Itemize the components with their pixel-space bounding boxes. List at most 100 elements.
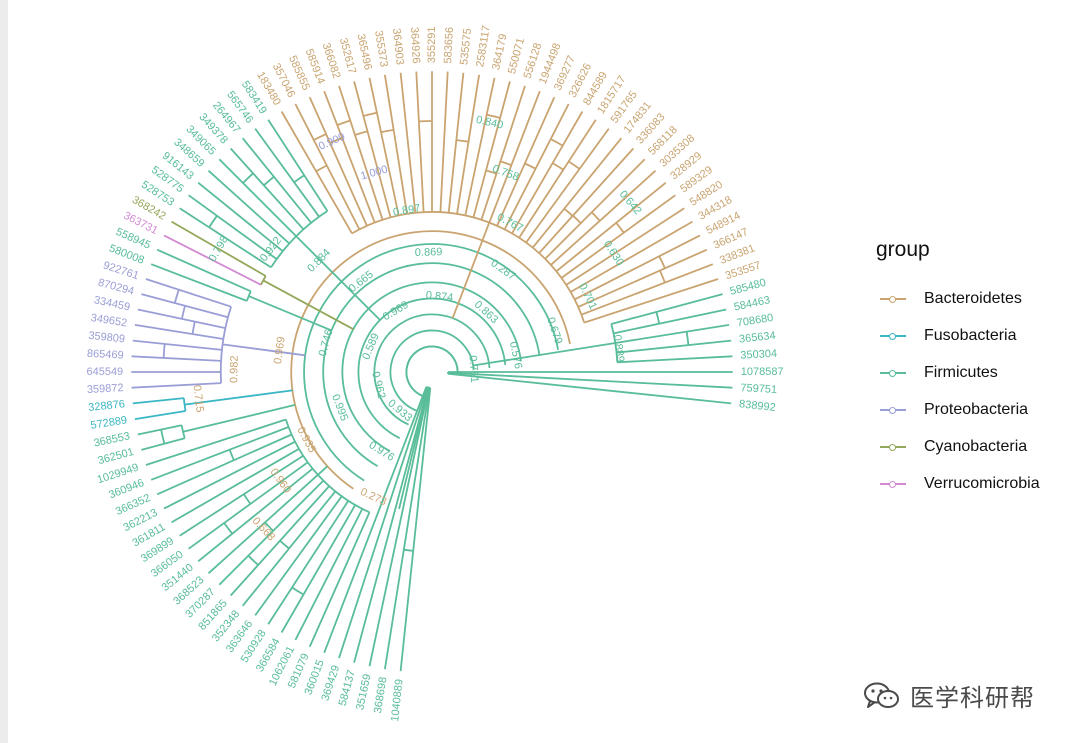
- clade-arc: [285, 419, 370, 514]
- sub-clade-arc: [456, 139, 469, 143]
- node-support-label: 1.000: [359, 163, 389, 182]
- tip-branch: [145, 418, 287, 466]
- tip-branch: [197, 182, 284, 252]
- clade-stem: [262, 279, 354, 330]
- tip-branch: [132, 339, 223, 351]
- tip-label: 1078587: [741, 366, 784, 378]
- sub-clade-arc: [685, 331, 690, 346]
- tip-branch: [171, 220, 267, 277]
- tip-branch: [171, 448, 300, 524]
- tip-branch: [267, 500, 350, 625]
- tip-branch: [480, 85, 526, 221]
- tip-label: 535575: [458, 28, 474, 66]
- tip-branch: [399, 72, 417, 213]
- legend-item: Proteobacteria: [876, 391, 1040, 428]
- sub-clade-arc: [524, 162, 537, 170]
- phylogenetic-tree: 838992 759751 1078587 350304 365634708680584…: [86, 25, 784, 723]
- tip-label: 365634: [738, 330, 776, 346]
- node-support-label: 0.751: [466, 355, 480, 383]
- tip-label: 368553: [93, 430, 131, 449]
- tip-branch: [353, 81, 392, 218]
- sub-clade-arc: [160, 429, 166, 444]
- tip-branch: [145, 278, 232, 308]
- tip-branch: [242, 137, 312, 224]
- sub-clade-arc: [279, 540, 290, 550]
- tip-branch: [207, 474, 319, 574]
- tip-branch: [617, 355, 733, 364]
- tip-branch: [447, 371, 733, 389]
- tip-branch: [616, 339, 732, 354]
- node-support-label: 0.679: [544, 316, 564, 346]
- legend-item: Verrucomicrobia: [876, 465, 1040, 502]
- sub-clade-arc: [263, 176, 275, 186]
- node-support-label: 0.576: [507, 341, 524, 370]
- sub-clade-arc: [363, 111, 378, 117]
- legend-label: Proteobacteria: [924, 400, 1029, 418]
- tip-branch: [399, 387, 432, 672]
- backbone-arc: [303, 243, 559, 482]
- backbone-arc: [405, 345, 459, 397]
- tip-label: 359872: [87, 382, 124, 396]
- clade-stem: [472, 342, 616, 367]
- tip-label: 865469: [87, 348, 124, 362]
- tip-branch: [368, 77, 400, 216]
- tip-branch: [384, 387, 431, 670]
- chart-legend: group Bacteroidetes Fusobacteria Firmicute…: [876, 238, 1040, 502]
- tip-label: 350304: [740, 348, 777, 362]
- legend-item: Bacteroidetes: [876, 280, 1040, 317]
- tip-branch: [570, 220, 693, 293]
- sub-clade-arc: [208, 215, 218, 228]
- tip-branch: [583, 278, 719, 324]
- node-support-label: 0.668: [250, 515, 278, 543]
- tip-branch: [472, 81, 511, 218]
- tip-label: 708680: [736, 312, 774, 330]
- clade-stem: [248, 295, 332, 332]
- backbone-arc: [389, 329, 475, 412]
- sub-clade-arc: [223, 522, 233, 535]
- sub-clade-arc: [162, 343, 166, 358]
- tip-branch: [280, 111, 353, 234]
- tip-label: 349652: [90, 312, 128, 330]
- tip-branch: [188, 461, 309, 550]
- tip-branch: [156, 433, 293, 496]
- tip-branch: [294, 103, 361, 230]
- tip-branch: [577, 248, 708, 308]
- tip-branch: [496, 96, 556, 227]
- tip-label: 368698: [372, 676, 390, 714]
- tip-branch: [518, 119, 597, 239]
- backbone-arc: [373, 313, 491, 426]
- backbone-arc: [357, 297, 507, 440]
- tip-branch: [538, 147, 634, 254]
- tip-branch: [179, 454, 304, 537]
- sub-clade-arc: [354, 130, 368, 136]
- tip-branch: [323, 90, 376, 223]
- tip-label: 334459: [93, 294, 131, 313]
- sub-clade-arc: [563, 208, 574, 217]
- sub-clade-arc: [315, 164, 328, 173]
- node-support-label: 0.746: [317, 328, 336, 358]
- node-support-label: 0.976: [367, 439, 397, 464]
- tip-branch: [230, 147, 305, 230]
- legend-item: Firmicutes: [876, 354, 1040, 391]
- tip-branch: [368, 387, 430, 667]
- legend-key: [876, 476, 910, 492]
- tip-branch: [141, 293, 229, 319]
- sub-clade-arc: [247, 555, 259, 566]
- tip-branch: [447, 72, 465, 213]
- legend-item: Fusobacteria: [876, 317, 1040, 354]
- clade-arc: [219, 306, 232, 384]
- tip-branch: [511, 111, 584, 234]
- node-support-label: 0.962: [369, 370, 387, 400]
- node-support-label: 0.869: [415, 246, 443, 259]
- sub-clade-arc: [572, 214, 582, 224]
- tip-branch: [464, 77, 496, 216]
- legend-label: Verrucomicrobia: [924, 474, 1040, 492]
- legend-title: group: [876, 238, 930, 261]
- clade-stem: [295, 235, 381, 321]
- node-support-label: 0.969: [272, 336, 288, 365]
- tip-label: 364903: [390, 28, 406, 66]
- legend-label: Cyanobacteria: [924, 437, 1028, 455]
- legend-item: Cyanobacteria: [876, 428, 1040, 465]
- tip-branch: [611, 293, 723, 325]
- legend-key: [876, 365, 910, 381]
